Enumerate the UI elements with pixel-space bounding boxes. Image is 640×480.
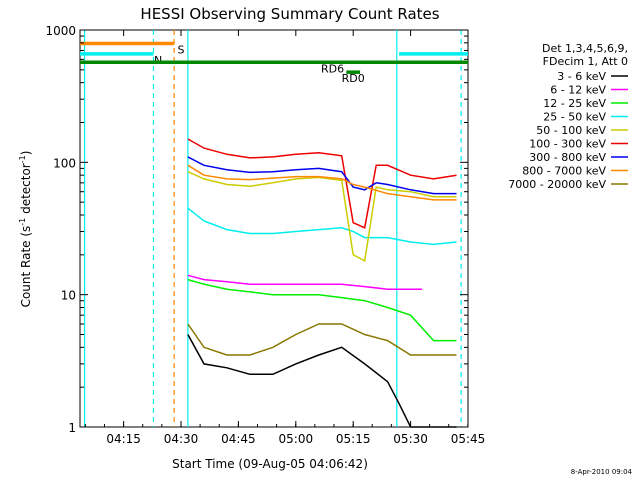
legend-header-line2: FDecim 1, Att 0 [543,55,628,68]
x-tick-label-5: 05:30 [393,432,428,446]
y-tick-label-2: 100 [53,156,76,170]
series-line-7 [187,164,457,201]
plot-frame [79,29,469,428]
state-bar-label-n: N [154,54,162,67]
legend-label-0: 3 - 6 keV [557,70,606,83]
legend-label-8: 7000 - 20000 keV [508,178,606,191]
x-tick-label-1: 04:30 [164,432,199,446]
chart-title: HESSI Observing Summary Count Rates [140,5,439,23]
y-tick-label-0: 1 [68,421,76,435]
state-bar-label-rd0: RD0 [342,72,365,85]
y-tick-label-1: 10 [61,289,76,303]
x-axis-ticks: 04:15 04:30 04:45 05:00 05:15 05:30 05:45 [84,30,486,446]
legend-label-2: 12 - 25 keV [543,97,606,110]
series-line-1 [187,274,423,290]
legend-label-1: 6 - 12 keV [550,84,606,97]
x-tick-label-0: 04:15 [106,432,141,446]
vertical-markers [83,30,462,427]
legend-label-5: 100 - 300 keV [529,138,606,151]
series-line-8 [187,323,457,356]
legend-label-6: 300 - 800 keV [529,151,606,164]
legend-label-4: 50 - 100 keV [536,124,606,137]
legend: Det 1,3,4,5,6,9, FDecim 1, Att 0 3 - 6 k… [508,42,628,191]
legend-label-7: 800 - 7000 keV [522,165,606,178]
series-line-3 [187,207,457,246]
x-tick-label-3: 05:00 [279,432,314,446]
x-tick-label-6: 05:45 [451,432,486,446]
legend-label-3: 25 - 50 keV [543,111,606,124]
series-line-6 [187,156,457,195]
state-bar-label-s: S [178,44,185,57]
series-line-0 [187,334,457,428]
series-line-2 [187,278,457,342]
y-axis-label: Count Rate (s-1 detector-1) [18,151,33,308]
series-line-5 [187,138,457,229]
series-lines [187,138,457,428]
legend-header-line1: Det 1,3,4,5,6,9, [542,42,628,55]
footer-date: 8-Apr-2010 09:04 [571,468,633,476]
series-line-4 [187,171,457,263]
state-bar-label-rd6: RD6 [321,62,344,75]
x-tick-label-2: 04:45 [221,432,256,446]
x-axis-label: Start Time (09-Aug-05 04:06:42) [172,457,368,471]
x-tick-label-4: 05:15 [336,432,371,446]
y-tick-label-3: 1000 [45,24,76,38]
y-axis-ticks: 1 10 100 1000 [45,24,468,435]
